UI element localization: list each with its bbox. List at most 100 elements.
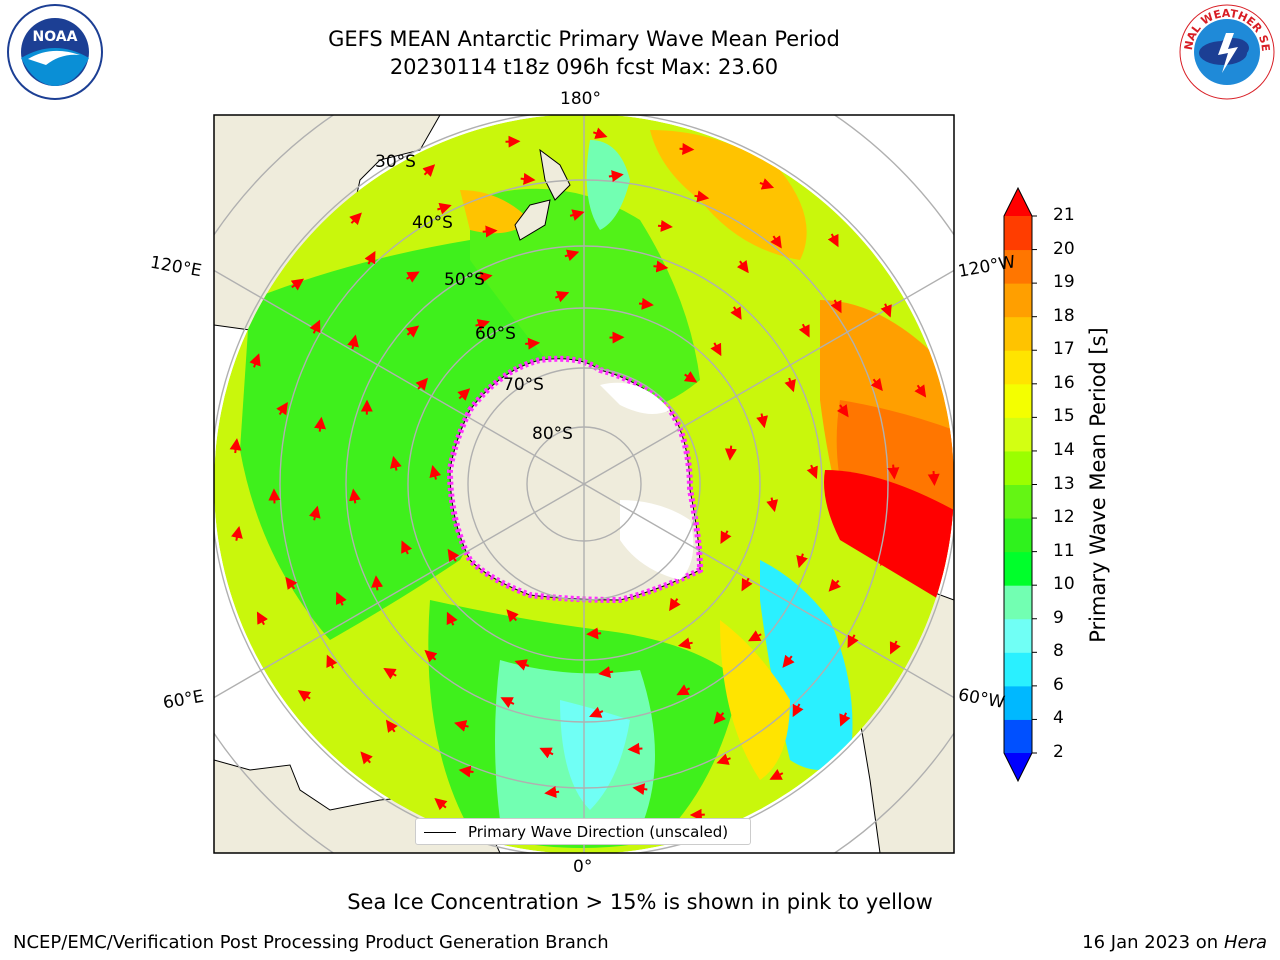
wave-arrow: [554, 291, 570, 303]
wave-arrow: [348, 488, 361, 504]
wave-arrow: [429, 464, 442, 480]
lat-label-80s: 80°S: [532, 424, 573, 444]
wave-arrow: [669, 597, 681, 612]
chart-subtitle: 20230114 t18z 096h fcst Max: 23.60: [389, 55, 779, 79]
footer-machine: Hera: [1223, 932, 1267, 953]
wave-arrow: [927, 470, 940, 486]
colorbar-segment: [1004, 484, 1032, 519]
wave-arrow: [887, 464, 900, 480]
wave-arrow: [475, 319, 490, 331]
wave-arrow: [349, 212, 362, 226]
lat-label-40s: 40°S: [412, 213, 453, 233]
colorbar-segment: [1004, 618, 1032, 653]
wave-arrow: [457, 388, 471, 401]
wave-arrow: [437, 202, 452, 215]
wave-arrow: [870, 377, 883, 392]
colorbar-tick-label: 14: [1053, 439, 1075, 460]
wave-arrow: [784, 377, 796, 393]
wave-arrow: [759, 178, 775, 190]
wave-arrow: [249, 353, 261, 368]
wave-arrow: [326, 654, 338, 669]
colorbar-segment: [1004, 518, 1032, 553]
wave-arrow: [847, 634, 859, 649]
colorbar-title: Primary Wave Mean Period [s]: [1086, 327, 1110, 643]
wave-arrow: [836, 404, 849, 418]
wave-arrow: [713, 711, 726, 725]
wave-arrow: [564, 249, 580, 262]
colorbar-tick-label: 15: [1053, 406, 1075, 427]
chart-title: GEFS MEAN Antarctic Primary Wave Mean Pe…: [328, 27, 840, 51]
wave-arrow: [525, 337, 541, 350]
wave-arrow: [347, 334, 359, 350]
lat-label-50s: 50°S: [444, 270, 485, 290]
wave-arrow: [454, 720, 469, 732]
wave-arrow: [830, 299, 842, 314]
wave-arrow: [297, 690, 312, 702]
graticule: [214, 115, 954, 853]
wave-arrow: [608, 170, 624, 183]
colorbar-segment: [1004, 450, 1032, 485]
wave-arrow: [756, 413, 768, 429]
wave-arrow: [256, 611, 268, 626]
legend-line-swatch: [424, 832, 456, 833]
colorbar-tick-label: 21: [1053, 205, 1075, 225]
colorbar-tick-label: 11: [1053, 540, 1075, 561]
colorbar-segment: [1004, 383, 1032, 418]
wave-arrow: [766, 497, 779, 513]
wave-arrow: [653, 260, 669, 273]
legend-label: Primary Wave Direction (unscaled): [468, 823, 729, 841]
map-frame: [213, 114, 955, 854]
wave-arrow: [694, 190, 710, 203]
wave-arrow: [406, 325, 420, 338]
wave-arrow: [389, 455, 402, 471]
wave-arrow: [231, 525, 243, 541]
wave-arrow: [364, 250, 376, 265]
colorbar-under-arrow: [1004, 753, 1032, 781]
wave-arrow: [710, 342, 722, 357]
wave-arrow: [736, 259, 749, 274]
sea-ice-caption: Sea Ice Concentration > 15% is shown in …: [347, 890, 933, 914]
colorbar-tick-label: 9: [1053, 607, 1064, 628]
colorbar-segment: [1004, 551, 1032, 586]
wave-arrow: [792, 703, 804, 718]
colorbar-segment: [1004, 249, 1032, 284]
colorbar-tick-label: 8: [1053, 641, 1064, 662]
wave-arrow: [314, 416, 327, 432]
wave-arrow: [290, 278, 305, 291]
colorbar-tick-label: 13: [1053, 473, 1075, 494]
colorbar-segment: [1004, 316, 1032, 351]
wave-arrow: [806, 464, 818, 479]
wave-arrow: [769, 769, 784, 780]
footer-date: 16 Jan 2023 on Hera: [1082, 932, 1267, 953]
colorbar-tick-label: 2: [1053, 742, 1064, 762]
wave-arrow: [627, 742, 643, 755]
wave-arrow: [506, 609, 519, 623]
wave-arrow: [520, 172, 536, 185]
wave-arrow: [415, 377, 429, 391]
wave-arrow: [889, 640, 901, 655]
wave-arrow: [434, 798, 448, 811]
colorbar-tick-label: 18: [1053, 305, 1075, 326]
colorbar-tick-label: 19: [1053, 272, 1075, 293]
wave-arrow: [724, 445, 737, 461]
wave-arrow: [383, 667, 397, 680]
lon-label-0: 0°: [573, 857, 593, 877]
footer-branch: NCEP/EMC/Verification Post Processing Pr…: [13, 932, 609, 953]
wave-arrow: [827, 233, 839, 248]
footer-date-text: 16 Jan 2023 on: [1082, 932, 1224, 953]
map-legend: Primary Wave Direction (unscaled): [415, 818, 751, 845]
wave-arrow: [782, 654, 795, 668]
wave-arrow: [730, 306, 742, 320]
wave-arrow: [458, 765, 474, 778]
colorbar-segment: [1004, 685, 1032, 720]
wave-arrow: [268, 488, 281, 504]
wave-arrow: [798, 323, 810, 338]
colorbar-tick-label: 10: [1053, 574, 1075, 595]
colorbar-tick-label: 6: [1053, 674, 1064, 695]
wave-arrow: [828, 578, 842, 592]
lat-label-60s: 60°S: [475, 324, 516, 344]
wave-arrow: [385, 719, 398, 733]
colorbar-segment: [1004, 283, 1032, 318]
wave-arrow: [406, 271, 420, 283]
